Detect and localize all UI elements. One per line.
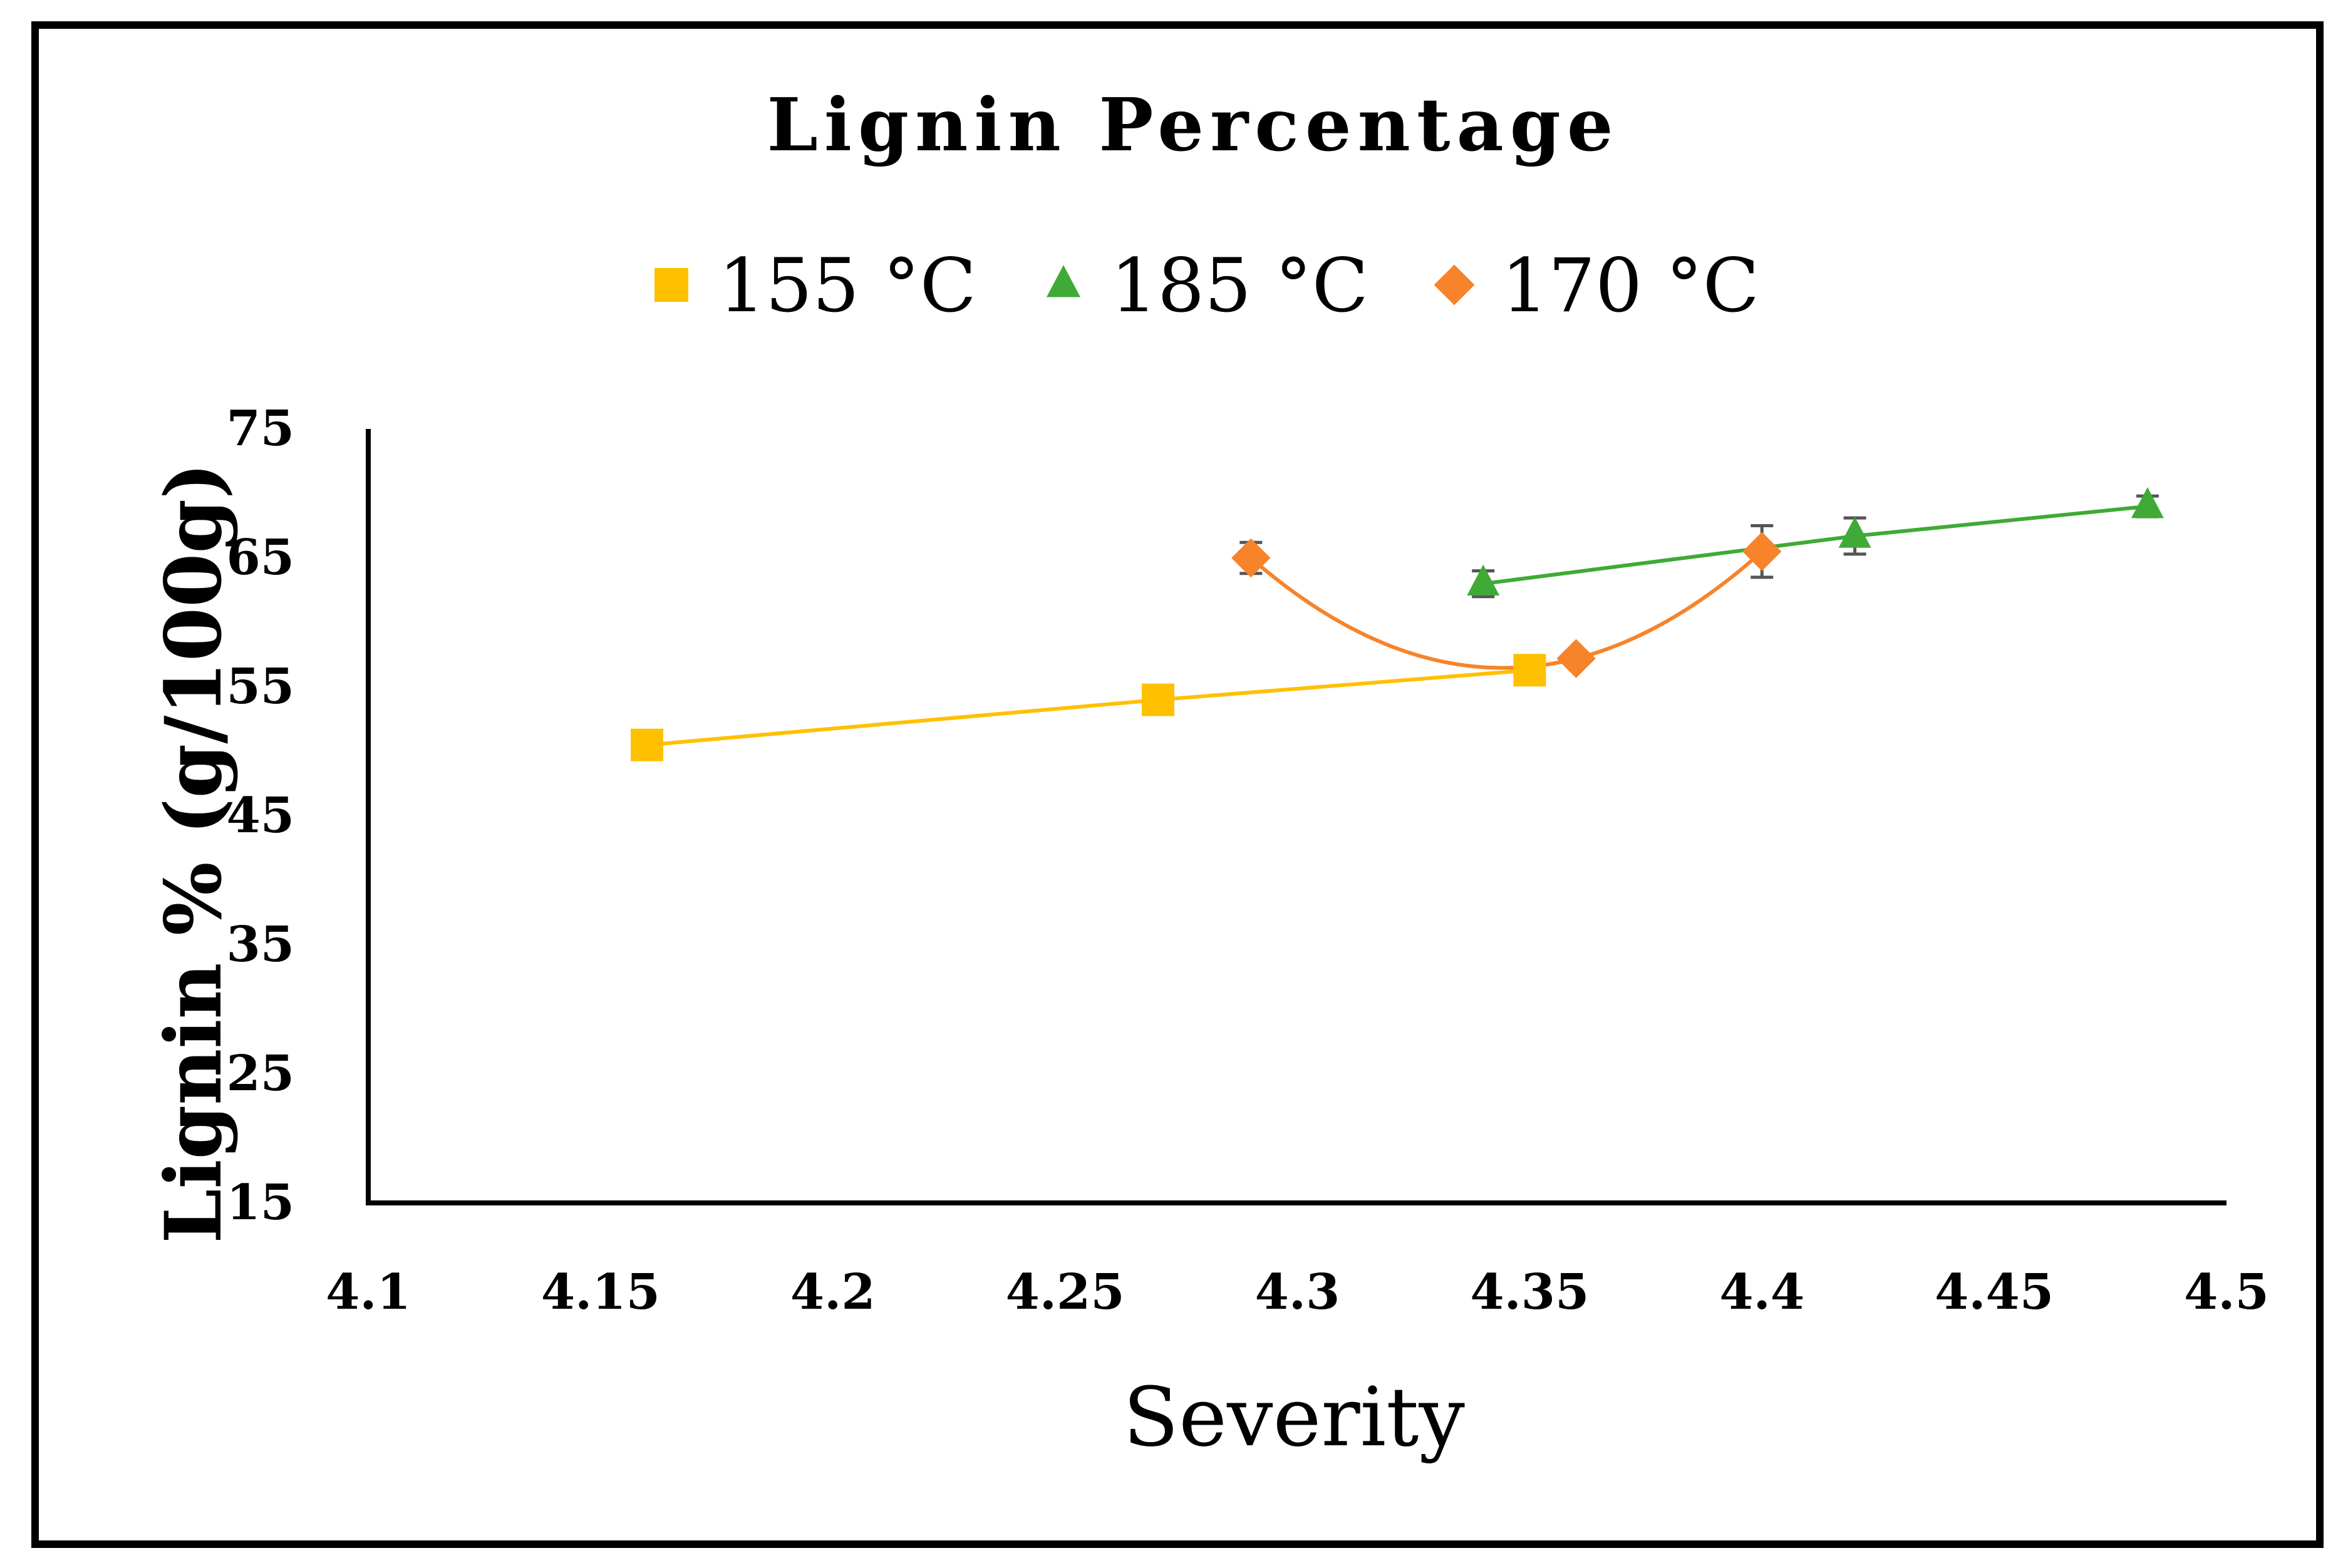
- series-line-170-c: [1249, 550, 1764, 670]
- legend-marker-170-c: [1434, 264, 1475, 306]
- legend-item-185-c: 185 °C: [1047, 242, 1368, 329]
- x-tick-label: 4.5: [2184, 1264, 2269, 1321]
- legend: 155 °C 185 °C 170 °C: [654, 242, 1759, 329]
- x-tick-label: 4.45: [1935, 1264, 2054, 1321]
- chart-title: Lignin Percentage: [767, 83, 1619, 168]
- legend-item-155-c: 155 °C: [654, 242, 976, 329]
- x-tick-label: 4.15: [541, 1264, 660, 1321]
- data-point-155-c-1: [1141, 683, 1174, 716]
- legend-marker-185-c: [1047, 265, 1080, 297]
- x-tick-label: 4.25: [1006, 1264, 1125, 1321]
- y-tick-label: 75: [226, 400, 294, 457]
- y-axis-ticks: 15 25 35 45 55 65 75: [226, 400, 294, 1231]
- chart-frame: [31, 21, 2324, 1548]
- x-tick-label: 4.4: [1719, 1264, 1804, 1321]
- x-axis-ticks: 4.1 4.15 4.2 4.25 4.3 4.35 4.4 4.45 4.5: [326, 1264, 2269, 1321]
- data-point-170-c-1: [1556, 639, 1596, 678]
- x-tick-label: 4.2: [790, 1264, 876, 1321]
- data-point-185-c-2: [2131, 487, 2164, 518]
- x-tick-label: 4.1: [326, 1264, 411, 1321]
- x-tick-label: 4.35: [1470, 1264, 1589, 1321]
- y-tick-label: 15: [226, 1174, 294, 1231]
- legend-label: 185 °C: [1110, 242, 1368, 329]
- x-tick-label: 4.3: [1255, 1264, 1340, 1321]
- series-line-155-c: [646, 668, 1530, 747]
- error-bars: [636, 494, 2159, 753]
- data-markers: [631, 487, 2164, 761]
- data-point-170-c-0: [1231, 538, 1271, 578]
- data-point-185-c-1: [1838, 517, 1871, 548]
- legend-label: 170 °C: [1501, 242, 1759, 329]
- y-tick-label: 65: [226, 529, 294, 586]
- x-axis-title: Severity: [1123, 1369, 1465, 1465]
- y-tick-label: 25: [226, 1045, 294, 1102]
- data-point-185-c-0: [1467, 564, 1500, 596]
- y-tick-label: 55: [226, 658, 294, 715]
- y-axis-title: Lignin % (g/100g): [148, 462, 239, 1243]
- legend-item-170-c: 170 °C: [1434, 242, 1759, 329]
- legend-label: 155 °C: [718, 242, 976, 329]
- data-point-170-c-2: [1742, 532, 1782, 571]
- series-line-185-c: [1482, 504, 2148, 586]
- legend-marker-155-c: [654, 268, 688, 302]
- y-tick-label: 35: [226, 916, 294, 973]
- y-tick-label: 45: [226, 787, 294, 844]
- data-point-155-c-2: [1513, 654, 1546, 687]
- data-point-155-c-0: [631, 728, 664, 761]
- series-lines: [646, 504, 2148, 747]
